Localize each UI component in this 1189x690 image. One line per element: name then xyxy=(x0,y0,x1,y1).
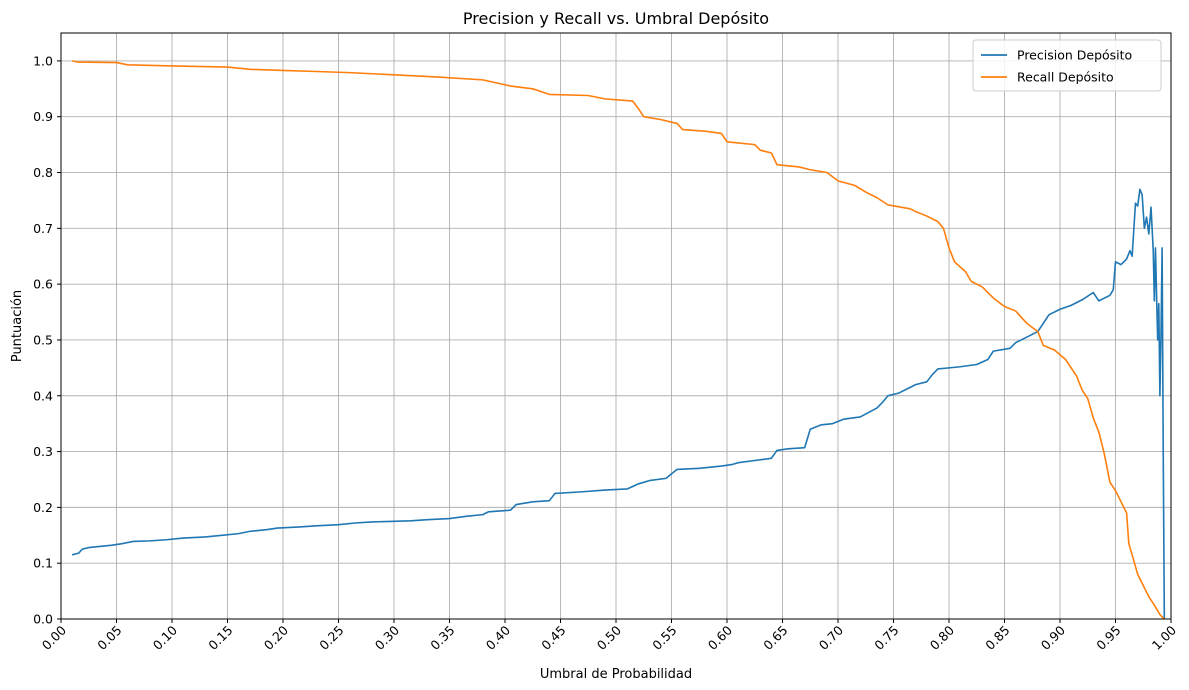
y-axis-ticks: 0.0 0.1 0.2 0.3 0.4 0.5 0.6 0.7 0.8 0.9 1.0 xyxy=(33,53,61,627)
y-tick-label: 0.1 xyxy=(33,556,53,571)
y-tick-label: 0.0 xyxy=(33,612,53,627)
x-tick-label: 0.90 xyxy=(1038,622,1068,652)
x-tick-label: 0.45 xyxy=(538,623,568,653)
x-tick-label: 0.85 xyxy=(982,623,1012,653)
grid-lines xyxy=(60,33,1172,620)
x-tick-label: 0.80 xyxy=(927,622,957,652)
series-lines xyxy=(71,60,1166,620)
x-tick-label: 0.60 xyxy=(705,622,735,652)
legend-label: Precision Depósito xyxy=(1017,48,1132,63)
series-line-recall xyxy=(71,60,1165,620)
y-axis-label: Puntuación xyxy=(10,290,25,362)
x-tick-label: 0.40 xyxy=(483,622,513,652)
x-tick-label: 0.10 xyxy=(150,622,180,652)
x-tick-label: 0.65 xyxy=(760,623,790,653)
series-line-precision xyxy=(71,188,1166,620)
x-tick-label: 0.20 xyxy=(261,622,291,652)
x-tick-label: 1.00 xyxy=(1149,622,1179,652)
x-tick-label: 0.25 xyxy=(316,623,346,653)
x-tick-label: 0.50 xyxy=(594,622,624,652)
x-axis-label: Umbral de Probabilidad xyxy=(540,667,692,682)
chart-title: Precision y Recall vs. Umbral Depósito xyxy=(463,9,769,28)
x-tick-label: 0.95 xyxy=(1093,623,1123,653)
y-tick-label: 0.7 xyxy=(33,221,53,236)
legend-box xyxy=(972,39,1162,92)
x-tick-label: 0.30 xyxy=(372,622,402,652)
y-tick-label: 0.3 xyxy=(33,444,53,459)
legend: Precision Depósito Recall Depósito xyxy=(972,39,1162,92)
x-tick-label: 0.15 xyxy=(205,623,235,653)
x-tick-label: 0.05 xyxy=(94,623,124,653)
y-tick-label: 0.6 xyxy=(33,277,53,292)
x-tick-label: 0.35 xyxy=(427,623,457,653)
y-tick-label: 0.9 xyxy=(33,109,53,124)
y-tick-label: 0.8 xyxy=(33,165,53,180)
x-tick-label: 0.70 xyxy=(816,622,846,652)
x-tick-label: 0.00 xyxy=(39,622,69,652)
x-tick-label: 0.55 xyxy=(649,623,679,653)
y-tick-label: 0.5 xyxy=(33,332,53,347)
y-tick-label: 0.2 xyxy=(33,500,53,515)
x-tick-label: 0.75 xyxy=(871,623,901,653)
y-tick-label: 0.4 xyxy=(33,388,53,403)
y-tick-label: 1.0 xyxy=(33,53,53,68)
x-axis-ticks: 0.00 0.05 0.10 0.15 0.20 0.25 0.30 0.35 0.40 0.45… xyxy=(39,619,1179,653)
legend-label: Recall Depósito xyxy=(1017,70,1114,85)
